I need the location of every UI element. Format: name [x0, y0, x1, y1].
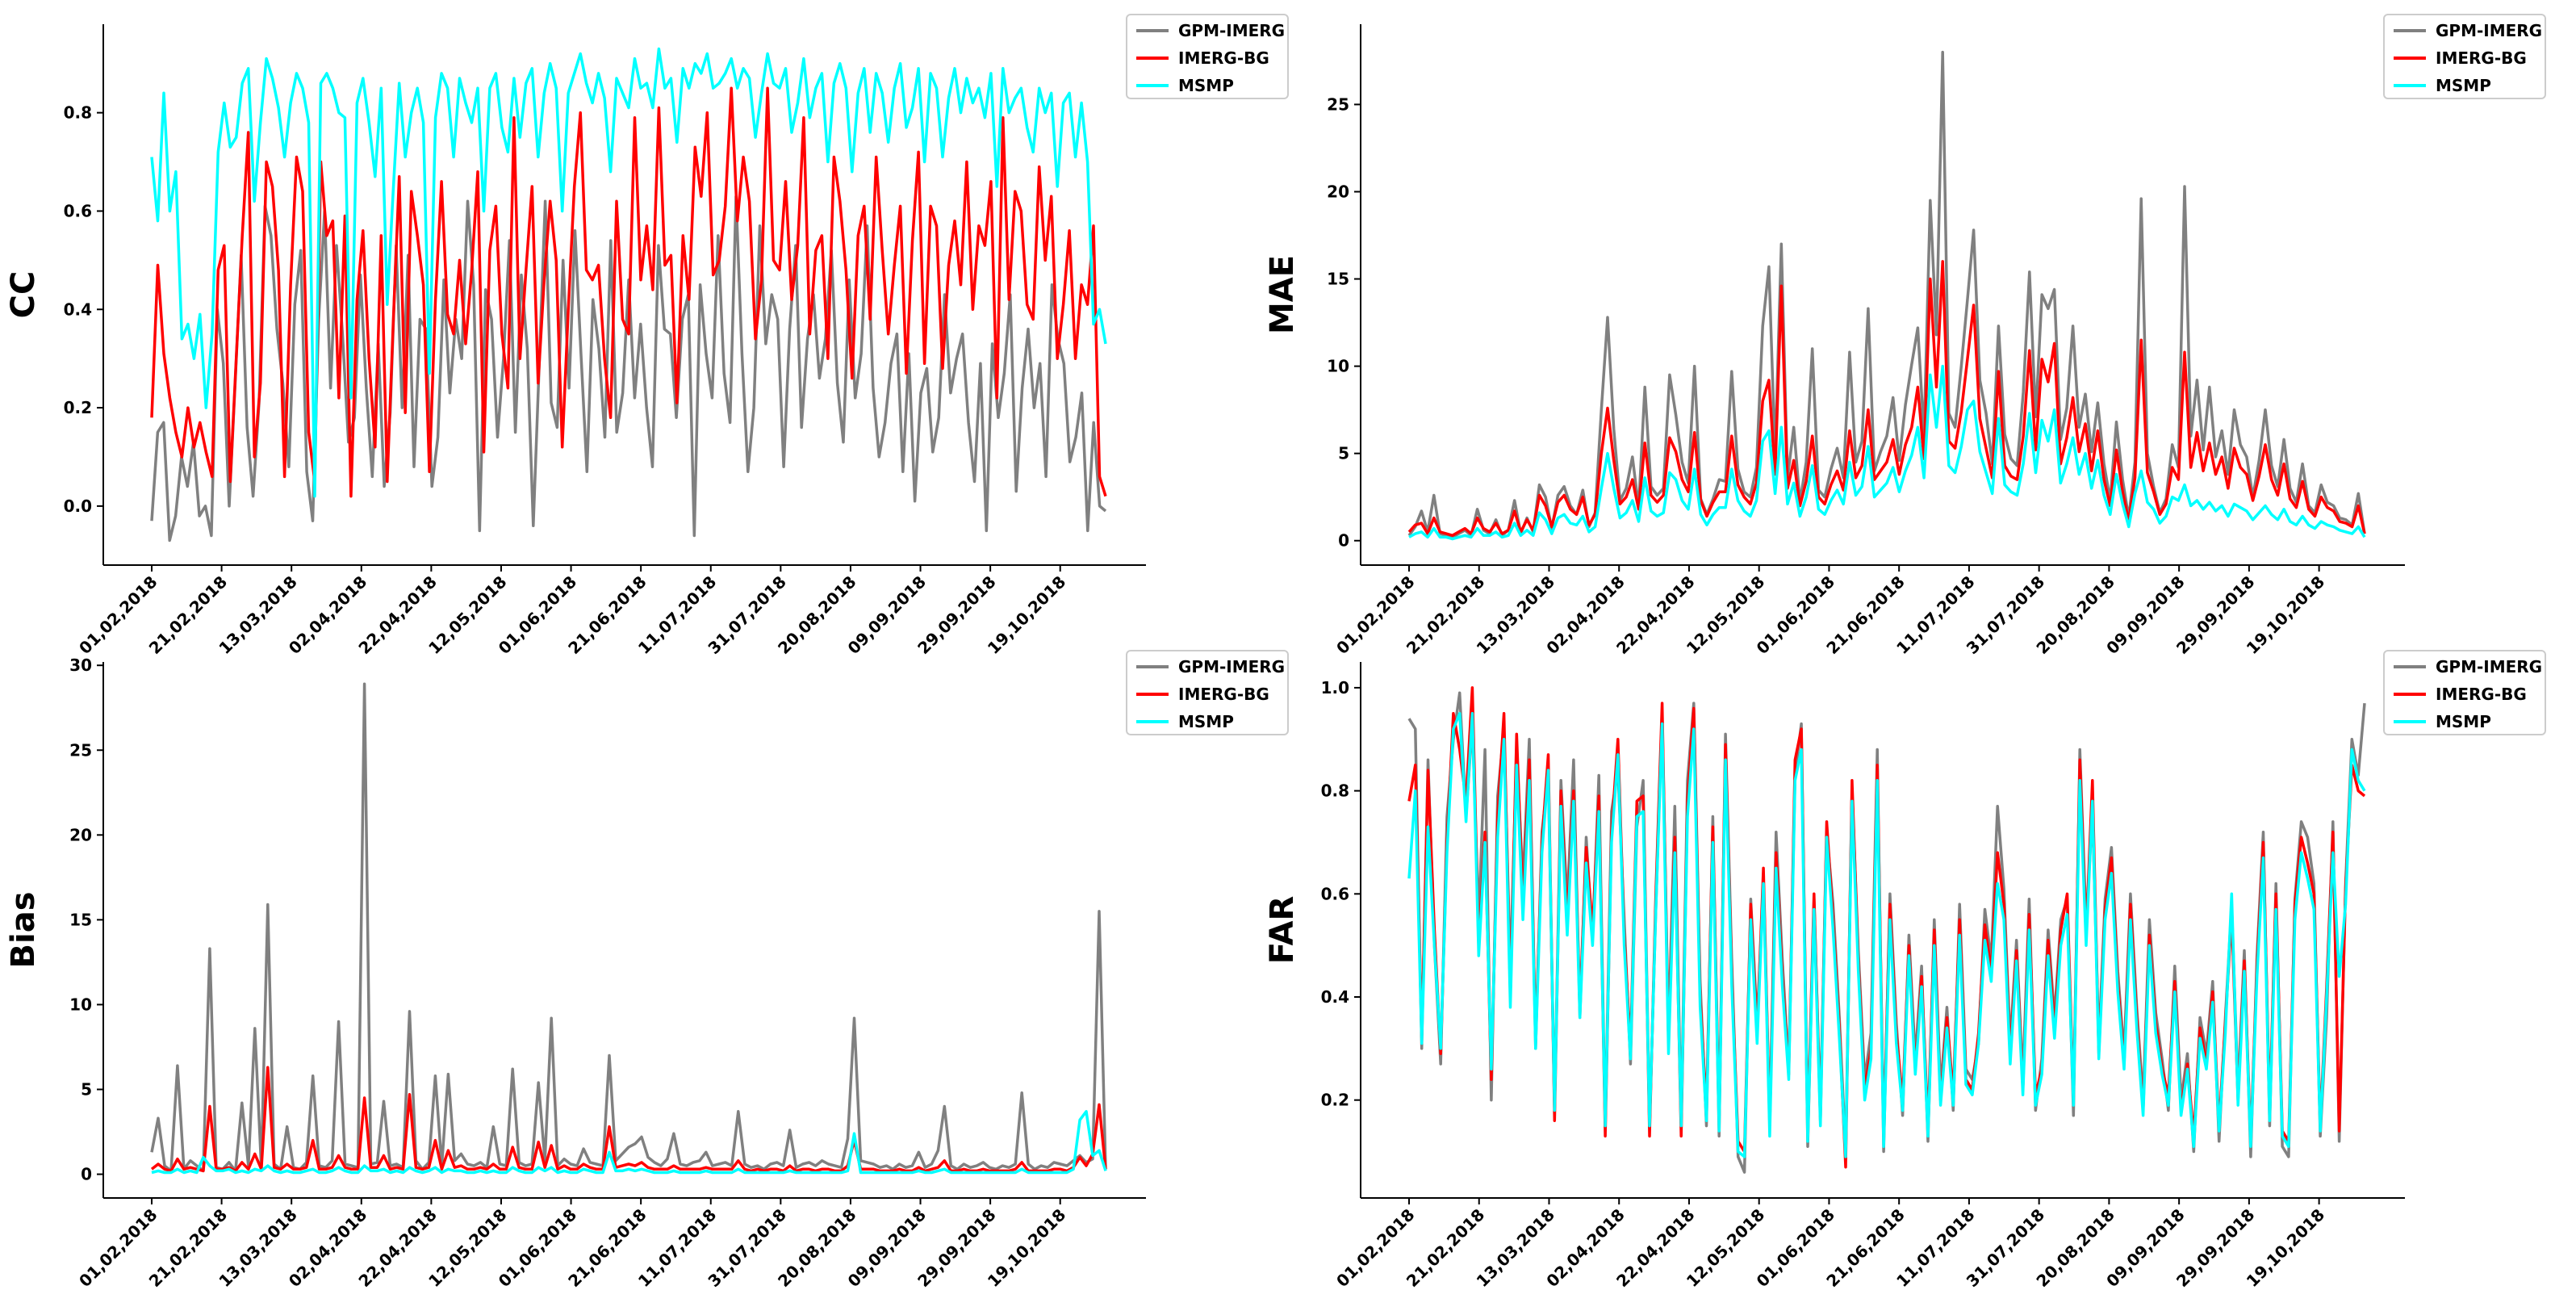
legend-label: IMERG-BG [1178, 48, 1269, 68]
y-tick-label: 10 [1327, 357, 1349, 376]
y-tick-label: 10 [69, 995, 92, 1014]
legend: GPM-IMERG IMERG-BG MSMP [2383, 650, 2546, 735]
series-line-msmp [1407, 712, 2366, 1158]
series-line-gpm-imerg [150, 682, 1107, 1173]
series-line-msmp [1408, 364, 2366, 541]
y-tick-label: 1.0 [1321, 678, 1349, 697]
legend-label: IMERG-BG [1178, 685, 1269, 704]
legend-frame [1126, 650, 1289, 735]
legend-frame [2383, 650, 2546, 735]
y-tick-label: 0.8 [64, 103, 92, 123]
y-tick-label: 0.2 [64, 398, 92, 417]
series-line-gpm-imerg [150, 195, 1107, 542]
y-tick-label: 0.4 [64, 299, 92, 319]
y-tick-label: 20 [1327, 182, 1349, 201]
y-tick-label: 25 [1327, 94, 1349, 114]
legend-label: MSMP [1178, 76, 1234, 95]
legend-label: GPM-IMERG [1178, 657, 1285, 676]
y-tick-label: 20 [69, 825, 92, 844]
y-tick-label: 15 [1327, 270, 1349, 289]
y-tick-label: 5 [81, 1080, 92, 1099]
y-tick-label: 15 [69, 910, 92, 929]
y-axis-title: MAE [1264, 255, 1301, 334]
y-tick-label: 0.2 [1321, 1091, 1349, 1110]
y-tick-label: 25 [69, 740, 92, 760]
legend-frame [2383, 14, 2546, 99]
y-tick-label: 0.4 [1321, 987, 1349, 1007]
y-tick-label: 0.6 [1321, 884, 1349, 903]
legend-label: GPM-IMERG [2436, 657, 2542, 676]
series-line-msmp [151, 1110, 1107, 1175]
legend: GPM-IMERG IMERG-BG MSMP [1126, 650, 1289, 735]
legend-label: IMERG-BG [2436, 685, 2527, 704]
series-line-imerg-bg [150, 1066, 1107, 1173]
y-tick-label: 0.6 [64, 201, 92, 220]
legend: GPM-IMERG IMERG-BG MSMP [1126, 14, 1289, 99]
legend-label: MSMP [2436, 76, 2491, 95]
series-line-imerg-bg [1407, 260, 2366, 538]
series-line-imerg-bg [150, 86, 1107, 498]
legend-frame [1126, 14, 1289, 99]
y-tick-label: 0.8 [1321, 781, 1349, 801]
y-tick-label: 0 [1338, 531, 1349, 551]
series-line-gpm-imerg [1407, 50, 2366, 539]
series-line-msmp [150, 47, 1107, 498]
legend-label: MSMP [1178, 712, 1234, 731]
y-axis-title: CC [5, 271, 42, 319]
y-tick-label: 0.0 [64, 496, 92, 516]
legend-label: MSMP [2436, 712, 2491, 731]
legend: GPM-IMERG IMERG-BG MSMP [2383, 14, 2546, 99]
y-tick-label: 0 [81, 1165, 92, 1184]
y-tick-label: 5 [1338, 444, 1349, 463]
legend-label: GPM-IMERG [1178, 21, 1285, 40]
legend-label: IMERG-BG [2436, 48, 2527, 68]
y-axis-title: FAR [1264, 896, 1301, 965]
legend-label: GPM-IMERG [2436, 21, 2542, 40]
y-tick-label: 30 [69, 656, 92, 675]
y-axis-title: Bias [5, 892, 42, 969]
